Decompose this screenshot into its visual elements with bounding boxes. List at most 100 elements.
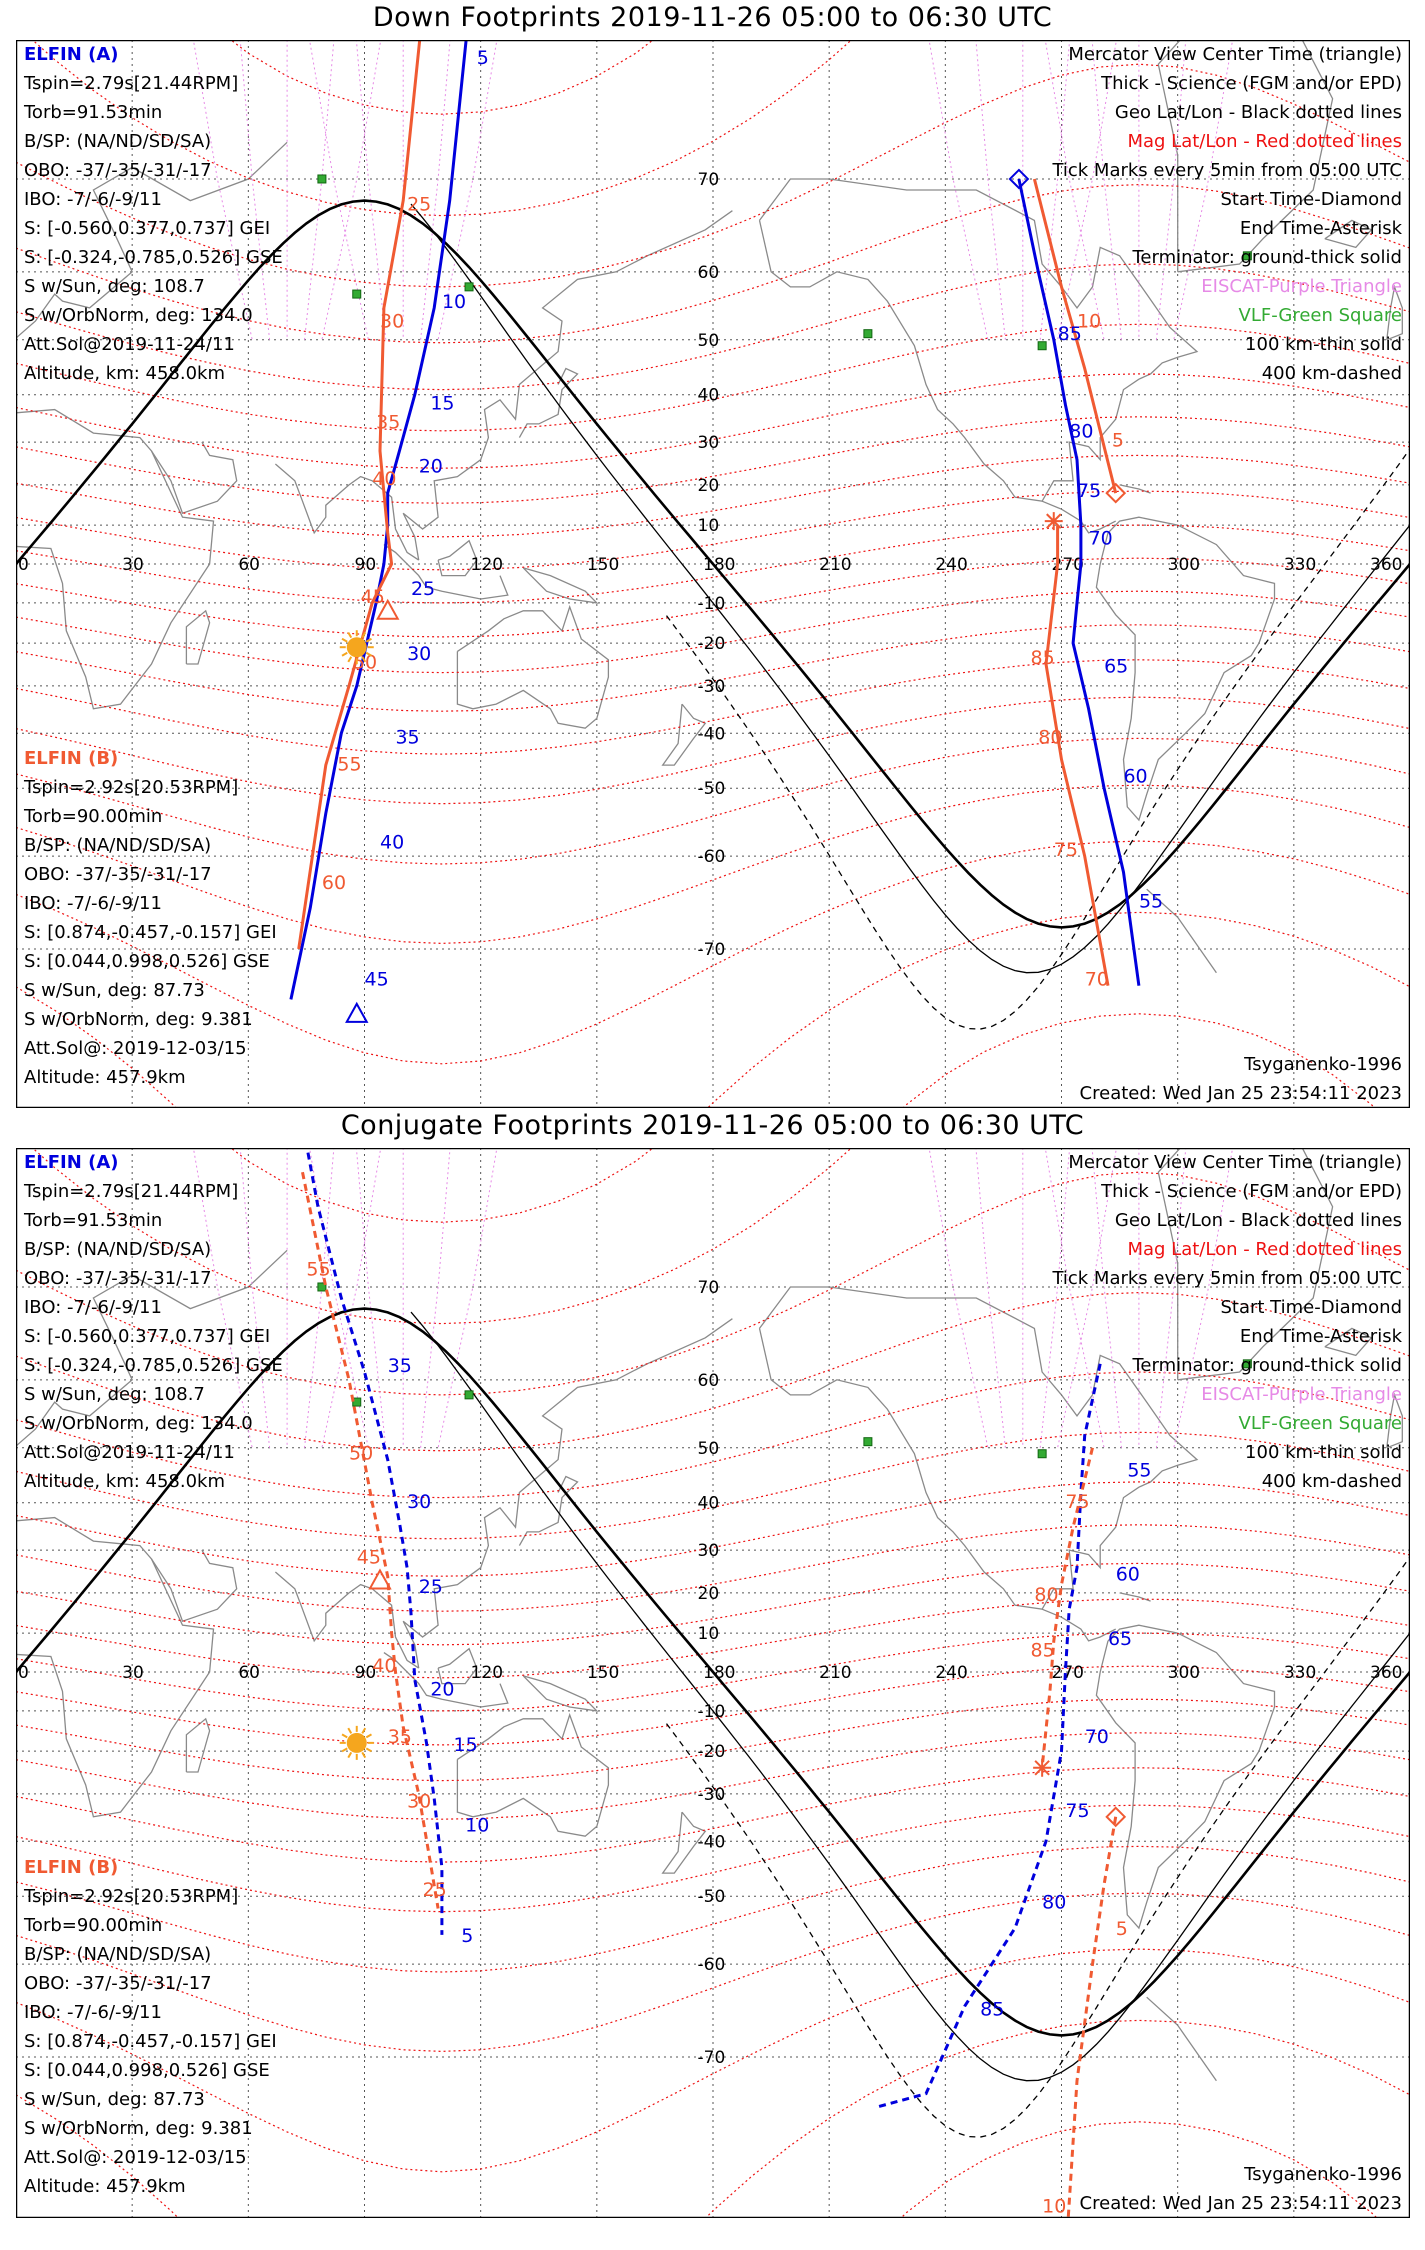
sun-ray [365,651,372,657]
lon-tick-label: 120 [471,1663,503,1683]
coastline [661,703,707,766]
footprint-track-a [305,1148,444,1935]
mag-meridian [1155,40,1187,340]
down-footprints-map: 70 60 50 40 30 20 10 -10 -20 -30 -40 -50 -60 -70 0 30 60… [16,40,1410,1108]
coastline [383,544,509,600]
lat-tick-label: -40 [698,1832,726,1852]
sun-ray [341,651,348,657]
lon-tick-label: 120 [471,555,503,575]
lat-tick-label: -30 [698,1785,726,1805]
coastline [437,1647,478,1685]
legend-line: Tick Marks every 5min from 05:00 UTC [1051,1268,1402,1289]
tick-label-a: 25 [419,1576,443,1598]
probe-info-line: Att.Sol@2019-11-24/11 [24,1442,235,1463]
mag-latitude-line [16,1562,1410,1646]
coastline [1146,888,1217,974]
probe-name: ELFIN (A) [24,1152,118,1173]
tick-label-a: 75 [1077,480,1101,502]
tick-label-b: 75 [1065,1491,1089,1513]
tick-label-a: 70 [1089,528,1113,550]
lon-tick-label: 60 [238,555,260,575]
terminator-400km [665,448,1410,1030]
lat-tick-label: 70 [698,1278,720,1298]
coastline [274,1571,420,1669]
coastline [383,1652,509,1708]
coastline [1386,1392,1403,1449]
tick-label-a: 65 [1104,656,1128,678]
sun-ray [361,656,367,663]
sun-ray [365,637,372,643]
probe-info-line: Altitude: 457.9km [24,1067,186,1088]
lat-tick-label: 60 [698,263,720,283]
mag-latitude-line [16,590,1410,674]
lat-tick-label: 50 [698,331,720,351]
mag-meridian [420,40,451,340]
mag-latitude-line [16,373,1410,469]
mag-latitude-line [16,490,1410,571]
sun-ray [347,656,353,663]
mag-latitude-line [16,1732,1410,1820]
mag-latitude-line [16,183,1410,344]
lat-tick-label: -20 [698,1742,726,1762]
mag-latitude-line [16,659,1410,755]
lat-tick-label: -50 [698,779,726,799]
coastline [16,1516,215,1818]
coastline [16,141,288,339]
tick-label-b: 25 [423,1879,447,1901]
mag-meridian [355,40,387,340]
vlf-station-marker [863,329,873,339]
probe-info-line: S: [0.044,0.998,0.526] GSE [24,2060,270,2081]
coastline [661,1811,707,1874]
mag-latitude-line [16,1665,1410,1746]
probe-info-line: S w/OrbNorm, deg: 134.0 [24,305,253,326]
coastline [1324,1327,1373,1357]
footprint-track-a [1017,178,1141,986]
coastline [1119,484,1151,494]
probe-info-line: S: [0.044,0.998,0.526] GSE [24,951,270,972]
footprint-track-a [289,40,468,1000]
mag-latitude-line [16,416,1410,504]
probe-info-line: B/SP: (NA/ND/SD/SA) [24,1944,211,1965]
mag-meridian [1155,1148,1187,1448]
probe-info-line: OBO: -37/-35/-31/-17 [24,1973,212,1994]
tick-label-b: 85 [1031,1639,1055,1661]
probe-info-line: Tspin=2.92s[20.53RPM] [23,1886,238,1907]
tick-label-a: 30 [407,1491,431,1513]
footprint-track-b [297,40,422,950]
coastline [150,441,238,515]
map-frame [16,40,1410,1108]
vlf-station-marker [352,1397,362,1407]
tick-label-b: 70 [1085,969,1109,991]
probe-info-line: B/SP: (NA/ND/SD/SA) [24,1239,211,1260]
lon-tick-label: 300 [1168,555,1200,575]
tick-label-b: 30 [407,1790,431,1812]
tick-label-b: 30 [380,310,404,332]
lat-tick-label: -20 [698,634,726,654]
panel-top-title: Down Footprints 2019-11-26 05:00 to 06:3… [372,2,1053,33]
legend-line: Terminator: ground-thick solid [1131,1355,1402,1376]
coastline [1146,1996,1217,2082]
footprint-track-b [1066,1816,1118,2218]
center-triangle-marker [376,598,400,620]
vlf-station-marker [863,1437,873,1447]
lat-tick-label: -40 [698,724,726,744]
mag-latitude-line [230,1148,654,1223]
tick-label-b: 50 [349,1443,373,1465]
probe-info-line: S w/Sun, deg: 108.7 [24,1384,205,1405]
probe-info-line: Tspin=2.79s[21.44RPM] [23,73,238,94]
lon-tick-label: 0 [18,1663,29,1683]
probe-info-line: Altitude, km: 458.0km [24,1471,225,1492]
lon-tick-label: 330 [1284,555,1316,575]
legend-line: Start Time-Diamond [1220,1297,1402,1318]
tick-label-a: 55 [1127,1459,1151,1481]
coastline [437,539,478,577]
probe-info-line: S w/Sun, deg: 87.73 [24,980,205,1001]
footprint-track-b [1044,525,1110,986]
tick-label-a: 60 [1123,765,1147,787]
sun-ray [341,637,348,643]
mag-latitude-line [16,624,1410,712]
legend-line: 100 km-thin solid [1245,1442,1402,1463]
mag-latitude-line [16,1698,1410,1782]
tick-label-a: 5 [477,47,489,69]
probe-info-line: S w/Sun, deg: 87.73 [24,2089,205,2110]
